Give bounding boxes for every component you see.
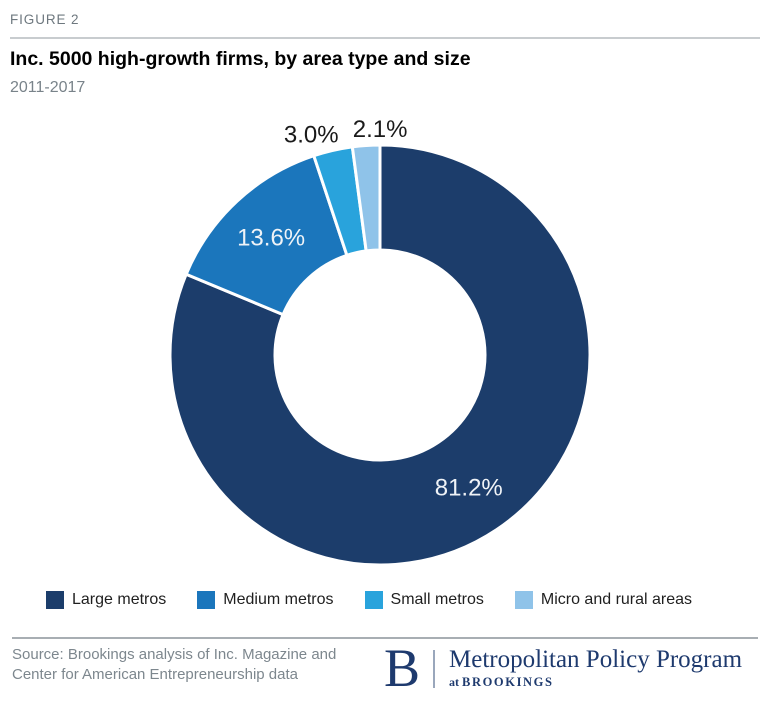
percent-label-small-metros: 3.0% xyxy=(284,121,339,148)
legend-swatch-medium-metros xyxy=(197,591,216,609)
logo-text-block: Metropolitan Policy Program at BROOKINGS xyxy=(449,646,742,690)
legend-label: Micro and rural areas xyxy=(540,591,693,608)
donut-segment-large-metros xyxy=(168,143,592,567)
brookings-logo: B Metropolitan Policy Program at BROOKIN… xyxy=(384,638,742,698)
donut-chart: 81.2% 13.6% 3.0% 2.1% xyxy=(168,116,592,567)
logo-divider xyxy=(433,650,436,688)
figure-label: FIGURE 2 xyxy=(10,12,80,27)
legend-label: Medium metros xyxy=(223,591,334,608)
source-line-1: Source: Brookings analysis of Inc. Magaz… xyxy=(12,646,337,663)
legend-label: Large metros xyxy=(72,591,167,608)
legend-item-medium-metros: Medium metros xyxy=(197,591,334,609)
logo-at-label: at xyxy=(449,675,460,689)
percent-label-medium-metros: 13.6% xyxy=(237,224,305,251)
brookings-logo-letter: B xyxy=(384,638,421,698)
legend-swatch-micro-and-rural-areas xyxy=(514,591,533,609)
footer-divider xyxy=(12,637,758,639)
chart-title: Inc. 5000 high-growth firms, by area typ… xyxy=(10,48,471,70)
header-divider xyxy=(10,37,760,39)
legend-swatch-small-metros xyxy=(364,591,383,609)
legend-item-large-metros: Large metros xyxy=(46,591,166,609)
logo-org-name: at BROOKINGS xyxy=(449,675,742,690)
legend-item-micro-and-rural-areas: Micro and rural areas xyxy=(514,591,693,609)
legend-swatch-large-metros xyxy=(46,591,64,609)
legend-label: Small metros xyxy=(390,591,484,608)
logo-org-label: BROOKINGS xyxy=(462,675,554,689)
chart-legend: Large metros Medium metros Small metros Mic… xyxy=(46,591,692,609)
donut-segment-micro-and-rural-areas xyxy=(350,143,382,253)
percent-label-large-metros: 81.2% xyxy=(435,475,503,502)
source-line-2: Center for American Entrepreneurship dat… xyxy=(12,666,298,683)
chart-subtitle: 2011-2017 xyxy=(10,79,86,96)
legend-item-small-metros: Small metros xyxy=(364,591,484,609)
percent-label-micro-and-rural-areas: 2.1% xyxy=(353,116,408,143)
logo-program-name: Metropolitan Policy Program xyxy=(449,646,743,673)
source-note: Source: Brookings analysis of Inc. Magaz… xyxy=(12,645,336,685)
